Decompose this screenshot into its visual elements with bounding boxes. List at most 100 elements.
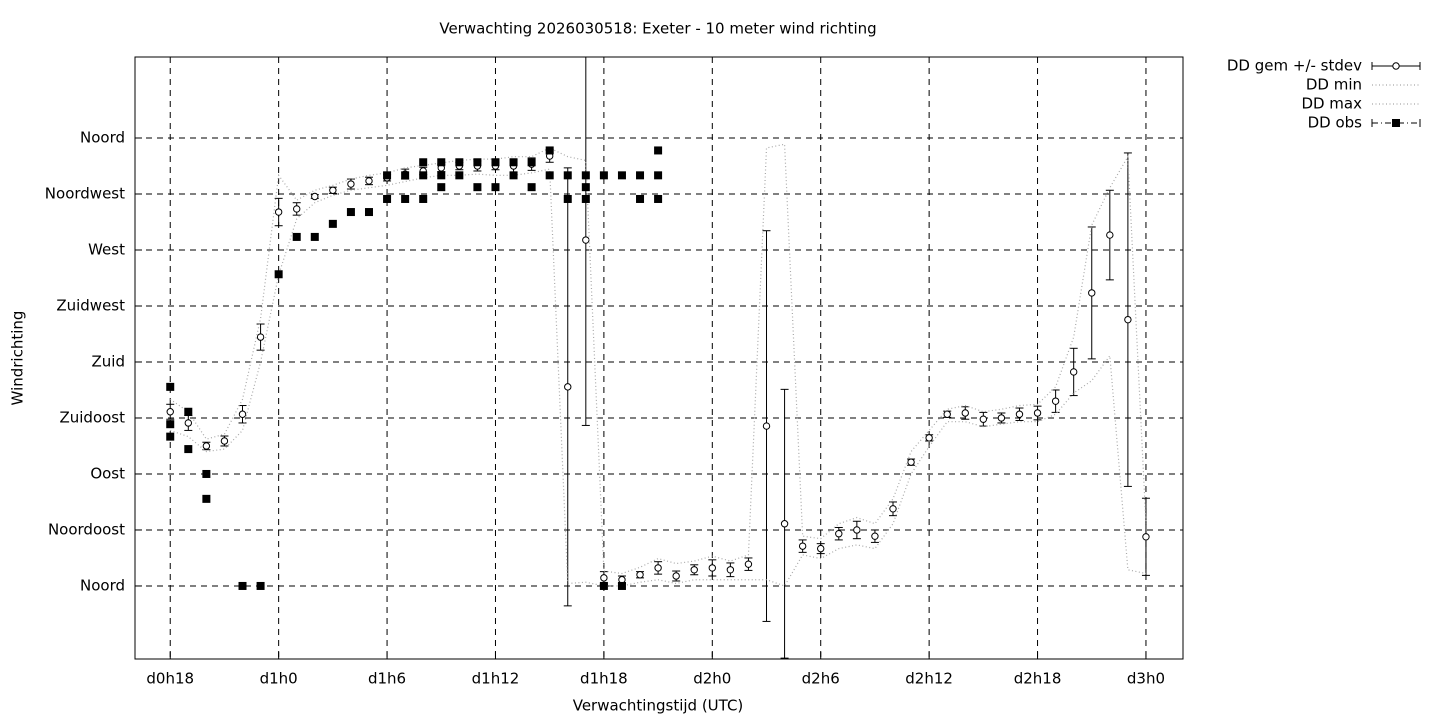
obs-point xyxy=(455,158,464,167)
chart-title: Verwachting 2026030518: Exeter - 10 mete… xyxy=(439,20,876,38)
mean-point xyxy=(979,415,988,423)
obs-point xyxy=(184,407,193,416)
obs-point xyxy=(491,183,500,192)
obs-point xyxy=(437,171,446,180)
obs-point xyxy=(292,232,301,241)
mean-point xyxy=(184,419,193,427)
obs-point xyxy=(599,171,608,180)
x-tick-label: d2h18 xyxy=(1014,670,1062,688)
mean-point xyxy=(293,205,301,213)
y-tick-label: Zuidoost xyxy=(59,408,125,426)
obs-point xyxy=(599,581,608,590)
mean-point xyxy=(1124,315,1132,324)
grid: d0h18 d1h0 d1h6 d1h12 d1h18 d2h0 d2h6 d2h12 d2h1… xyxy=(45,57,1183,688)
obs-point xyxy=(419,194,428,203)
x-tick-label: d2h12 xyxy=(905,670,953,688)
obs-point xyxy=(364,208,373,217)
obs-point xyxy=(491,158,500,167)
mean-point xyxy=(365,177,373,185)
legend-label: DD min xyxy=(1306,76,1362,94)
obs-point xyxy=(654,146,663,155)
obs-point xyxy=(473,183,482,192)
obs-point xyxy=(617,581,626,590)
mean-point xyxy=(817,544,825,553)
range-line xyxy=(169,143,1147,575)
mean-point xyxy=(238,410,247,418)
mean-point xyxy=(907,458,915,466)
obs-point xyxy=(455,171,464,180)
x-axis-label: Verwachtingstijd (UTC) xyxy=(573,697,744,715)
mean-point xyxy=(274,208,283,216)
y-tick-label: Oost xyxy=(90,464,125,482)
obs-point xyxy=(383,171,392,180)
mean-point xyxy=(780,520,789,528)
obs-point xyxy=(437,158,446,167)
obs-point xyxy=(654,194,663,203)
mean-point xyxy=(256,333,265,341)
y-tick-label: Zuid xyxy=(92,352,125,370)
mean-point xyxy=(1033,409,1042,417)
x-tick-label: d3h0 xyxy=(1127,670,1165,688)
mean-point xyxy=(220,437,229,445)
mean-point xyxy=(871,532,879,540)
mean-point xyxy=(1069,368,1078,376)
mean-point xyxy=(835,529,843,538)
obs-point xyxy=(636,171,645,180)
plot-area xyxy=(166,57,1150,659)
mean-point xyxy=(1051,397,1060,405)
obs-point xyxy=(419,171,428,180)
obs-point xyxy=(383,194,392,203)
legend-marker xyxy=(1392,62,1400,70)
mean-point xyxy=(1015,410,1024,418)
plot-frame xyxy=(134,56,1184,660)
mean-point xyxy=(166,408,174,416)
mean-point xyxy=(564,383,572,391)
mean-point xyxy=(1088,289,1096,297)
obs-point xyxy=(401,171,410,180)
y-tick-label: Noord xyxy=(80,576,125,594)
mean-point xyxy=(744,560,753,568)
y-tick-label: Noord xyxy=(80,129,125,147)
x-tick-label: d2h0 xyxy=(693,670,731,688)
mean-point xyxy=(329,186,337,194)
obs-point xyxy=(166,432,175,441)
mean-point xyxy=(690,566,698,574)
mean-point xyxy=(600,574,608,582)
mean-point xyxy=(654,564,662,572)
obs-point xyxy=(346,208,355,217)
legend-label: DD max xyxy=(1301,95,1362,113)
obs-point xyxy=(437,183,446,192)
obs-point xyxy=(636,194,645,203)
obs-point xyxy=(545,171,554,180)
range-line xyxy=(170,168,1147,587)
obs-point xyxy=(238,581,247,590)
mean-point xyxy=(202,442,211,450)
mean-point xyxy=(726,566,735,574)
mean-point xyxy=(997,414,1006,422)
mean-point xyxy=(798,542,807,550)
x-tick-label: d1h6 xyxy=(368,670,406,688)
obs-point xyxy=(184,445,193,454)
obs-point xyxy=(563,171,572,180)
mean-point xyxy=(708,564,717,572)
obs-point xyxy=(563,194,572,203)
obs-point xyxy=(527,158,536,167)
legend-marker xyxy=(1392,119,1400,127)
y-tick-label: Noordoost xyxy=(48,520,125,538)
obs-point xyxy=(581,183,590,192)
mean-point xyxy=(961,409,969,417)
obs-point xyxy=(654,171,663,180)
mean-point xyxy=(636,571,644,579)
obs-point xyxy=(401,194,410,203)
mean-point xyxy=(1106,231,1114,239)
mean-point xyxy=(925,434,933,442)
obs-point xyxy=(274,270,283,279)
obs-point xyxy=(509,158,518,167)
mean-point xyxy=(889,505,897,513)
mean-point xyxy=(943,410,951,418)
mean-point xyxy=(1142,533,1150,541)
obs-point xyxy=(419,158,428,167)
obs-point xyxy=(617,171,626,180)
mean-point xyxy=(762,422,771,430)
